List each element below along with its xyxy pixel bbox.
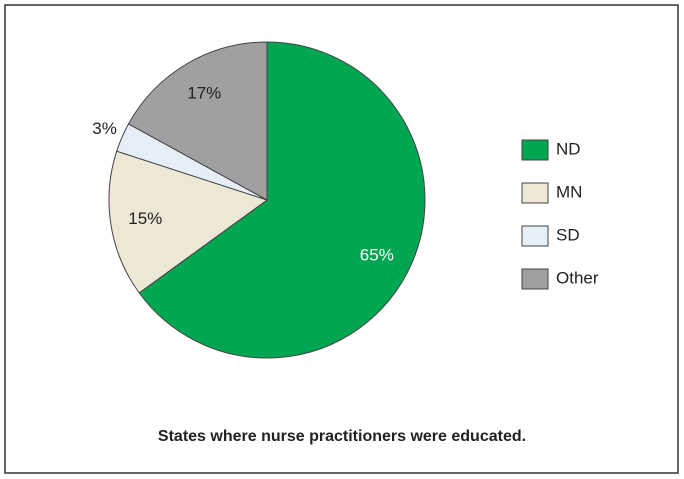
- legend-label: MN: [556, 182, 582, 201]
- slice-label: 3%: [92, 119, 117, 138]
- pie-slice: [127, 41, 268, 201]
- slice-label: 17%: [187, 83, 221, 102]
- legend-label: SD: [556, 225, 580, 244]
- legend-swatch: [521, 225, 549, 247]
- legend-label: Other: [556, 268, 599, 287]
- slice-label: 65%: [360, 245, 394, 264]
- legend-swatch: [521, 182, 549, 204]
- caption: States where nurse practitioners were ed…: [158, 428, 526, 445]
- slice-label: 15%: [128, 209, 162, 228]
- legend-swatch: [521, 139, 549, 161]
- legend-label: ND: [556, 139, 581, 158]
- pie-slice: [108, 150, 269, 294]
- legend-swatch: [521, 268, 549, 290]
- pie-slice: [138, 41, 426, 359]
